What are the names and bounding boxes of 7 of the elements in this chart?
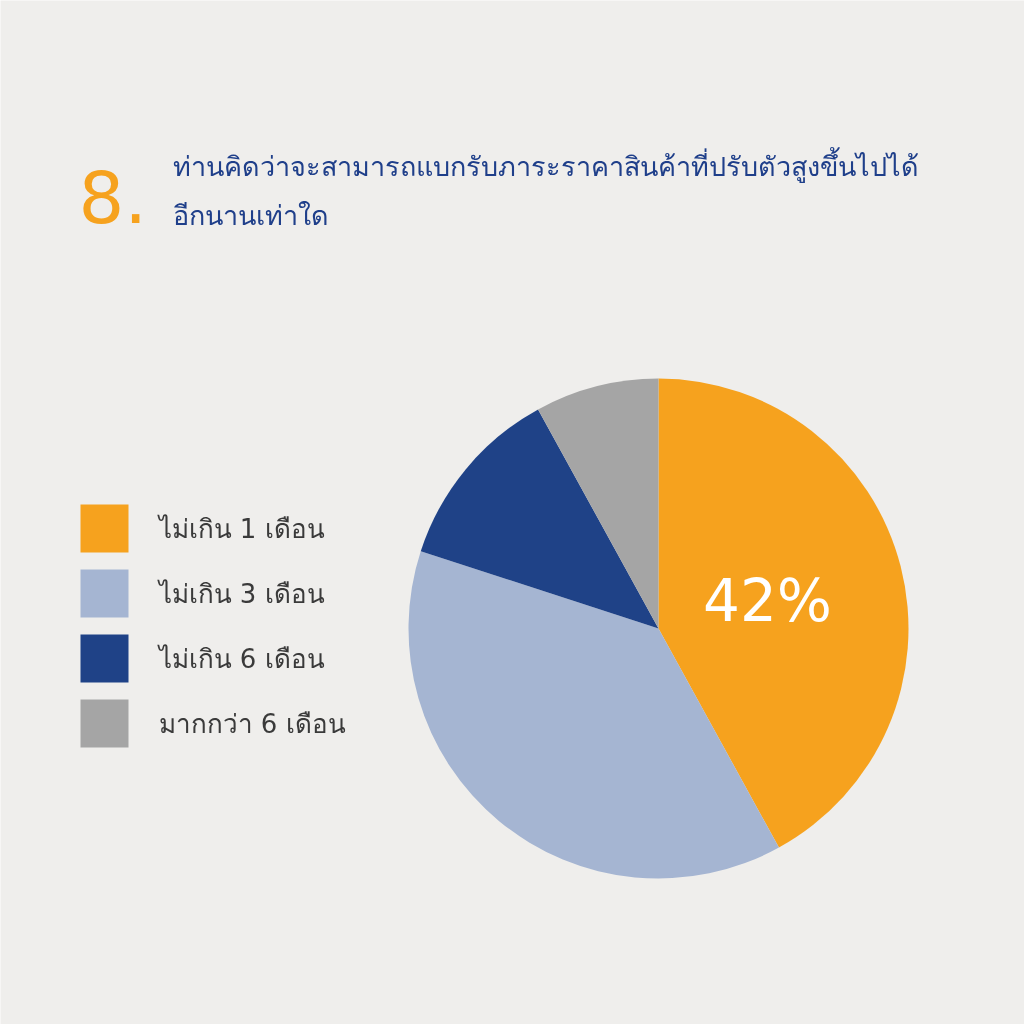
chart-title: ท่านคิดว่าจะสามารถแบกรับภาระราคาสินค้าที่ปรับตัวสูงขึ้นไปได้ อีกนานเท่าใด [172, 146, 919, 232]
legend-label: ไม่เกิน 6 เดือน [156, 643, 325, 674]
data-label: 42% [703, 566, 832, 635]
text: 8. [78, 156, 148, 240]
legend-label: มากกว่า 6 เดือน [158, 708, 346, 739]
legend-label: ไม่เกิน 1 เดือน [156, 513, 325, 544]
legend-label: ไม่เกิน 3 เดือน [156, 578, 325, 609]
